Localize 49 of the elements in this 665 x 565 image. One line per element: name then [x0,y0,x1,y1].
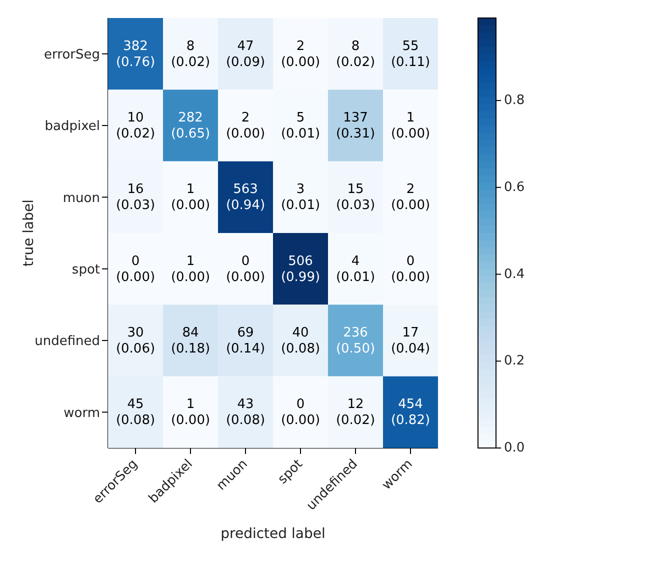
data-label: 69 (0.14) [226,325,266,356]
data-label: 506 (0.99) [280,253,320,284]
data-label: 563 (0.94) [226,182,266,213]
data-label: 5 (0.01) [280,110,320,142]
x-axis-title: predicted label [220,526,326,542]
y-tick-label: badpixel [44,119,100,134]
data-label: 15 (0.03) [336,182,376,213]
data-label: 0 (0.00) [226,253,266,284]
y-axis-title: true label [20,199,37,267]
data-label: 16 (0.03) [116,182,156,213]
data-label: 4 (0.01) [336,253,376,284]
data-label: 10 (0.02) [116,110,156,142]
data-label: 3 (0.01) [280,182,320,213]
color-bar-label: 0.0 [504,440,525,456]
y-tick-label: worm [64,406,100,421]
data-label: 282 (0.65) [170,110,210,142]
data-label: 0 (0.00) [280,396,320,428]
data-label: 1 (0.00) [170,182,210,213]
y-tick-label: spot [72,262,100,278]
data-label: 137 (0.31) [336,110,376,142]
data-label: 8 (0.02) [170,38,210,70]
data-label: 1 (0.00) [170,396,210,428]
data-label: 236 (0.50) [336,325,376,356]
data-label: 17 (0.04) [390,325,430,356]
data-label: 1 (0.00) [170,253,210,284]
color-bar-label: 0.6 [504,180,525,195]
data-label: 0 (0.00) [116,253,156,284]
data-label: 30 (0.06) [116,325,156,356]
data-label: 2 (0.00) [280,38,320,70]
data-label: 454 (0.82) [390,396,430,428]
data-label: 43 (0.08) [226,396,266,428]
color-bar-label: 0.2 [504,354,525,369]
data-label: 2 (0.00) [390,182,430,213]
data-label: 12 (0.02) [336,396,376,428]
data-label: 1 (0.00) [390,110,430,142]
data-label: 84 (0.18) [170,325,210,356]
data-label: 55 (0.11) [390,38,430,70]
data-label: 2 (0.00) [226,110,266,142]
color-bar-label: 0.4 [504,266,525,282]
data-label: 47 (0.09) [226,38,266,70]
data-label: 45 (0.08) [116,396,156,428]
data-label: 0 (0.00) [390,253,430,284]
color-bar-label: 0.8 [504,93,525,108]
y-tick-label: undefined [34,334,100,350]
data-label: 382 (0.76) [116,38,156,70]
data-label: 8 (0.02) [336,38,376,70]
y-tick-label: muon [62,190,100,206]
data-label: 40 (0.08) [280,325,320,356]
y-tick-label: errorSeg [44,47,100,62]
